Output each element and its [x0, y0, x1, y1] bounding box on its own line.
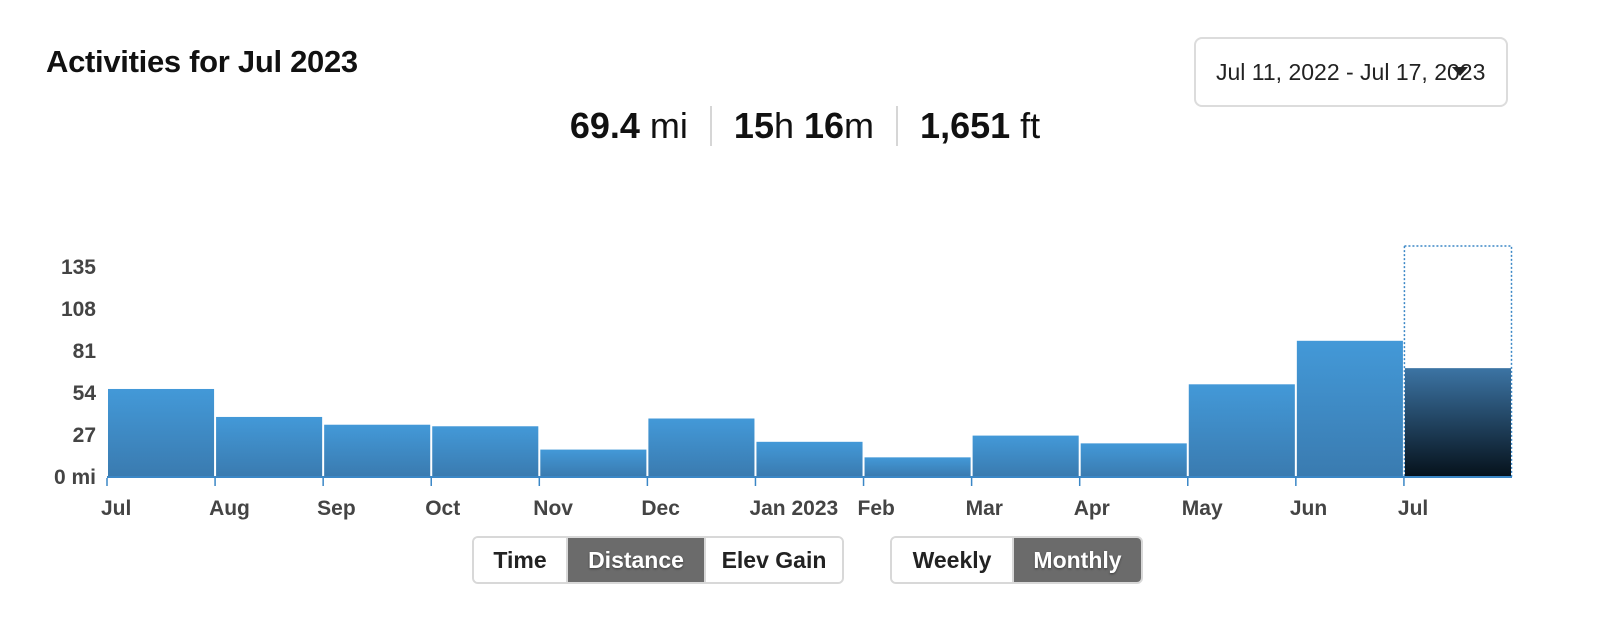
- bar: [648, 418, 755, 476]
- x-tick-label: Dec: [641, 497, 680, 520]
- metric-elev-gain-button[interactable]: Elev Gain: [706, 538, 842, 582]
- page-title: Activities for Jul 2023: [46, 44, 358, 79]
- bar: [1296, 340, 1403, 476]
- date-range-dropdown[interactable]: Jul 11, 2022 - Jul 17, 2023: [1194, 37, 1508, 107]
- bar: [216, 416, 323, 476]
- bar: [756, 441, 863, 476]
- bar: [1080, 443, 1187, 476]
- selected-bar: [1404, 368, 1511, 476]
- elevation-value: 1,651: [920, 105, 1011, 146]
- bar: [324, 424, 431, 476]
- elevation-stat: 1,651 ft: [898, 100, 1062, 152]
- x-tick-label: Mar: [966, 497, 1003, 520]
- metric-time-button[interactable]: Time: [474, 538, 568, 582]
- bar: [432, 426, 539, 476]
- time-stat: 15h 16m: [712, 100, 896, 152]
- bar: [864, 457, 971, 476]
- time-hours-unit: h: [773, 105, 804, 146]
- distance-stat: 69.4 mi: [548, 100, 710, 152]
- y-tick-label: 0 mi: [54, 466, 96, 489]
- time-minutes: 16: [804, 105, 845, 146]
- distance-unit: mi: [639, 105, 688, 146]
- elevation-unit: ft: [1010, 105, 1041, 146]
- bar: [540, 449, 647, 476]
- stat-divider: [896, 106, 899, 146]
- bar: [1188, 384, 1295, 476]
- stat-divider: [709, 106, 712, 146]
- x-tick-label: Sep: [317, 497, 356, 520]
- x-tick-label: Nov: [533, 497, 573, 520]
- y-tick-label: 135: [61, 256, 96, 279]
- x-tick-label: Oct: [425, 497, 460, 520]
- metric-distance-button[interactable]: Distance: [568, 538, 706, 582]
- distance-bar-chart: 0 mi 27 54 81 108 135 Jul Aug Sep Oct Nov Dec Jan 20…: [54, 245, 1513, 520]
- y-tick-label: 54: [73, 382, 97, 405]
- x-tick-label: Jul: [1398, 497, 1428, 520]
- x-tick-label: Feb: [858, 497, 895, 520]
- y-tick-label: 27: [73, 424, 96, 447]
- y-tick-label: 108: [61, 298, 96, 321]
- period-toggle: Weekly Monthly: [890, 536, 1143, 584]
- time-hours: 15: [733, 105, 774, 146]
- chevron-down-icon: [1452, 67, 1468, 76]
- time-minutes-unit: m: [844, 105, 875, 146]
- bar: [972, 435, 1079, 476]
- summary-stats: 69.4 mi 15h 16m 1,651 ft: [0, 100, 1610, 152]
- metric-toggle: Time Distance Elev Gain: [472, 536, 844, 584]
- y-tick-label: 81: [73, 340, 97, 363]
- date-range-label: Jul 11, 2022 - Jul 17, 2023: [1216, 58, 1486, 85]
- period-weekly-button[interactable]: Weekly: [892, 538, 1014, 582]
- period-monthly-button[interactable]: Monthly: [1014, 538, 1141, 582]
- x-tick-label: Aug: [209, 497, 250, 520]
- distance-value: 69.4: [569, 105, 640, 146]
- x-tick-label: Jan 2023: [749, 497, 838, 520]
- selected-period-outline: [1403, 245, 1513, 477]
- bar: [108, 388, 215, 476]
- x-tick-label: Apr: [1074, 497, 1110, 520]
- x-tick-label: May: [1182, 497, 1223, 520]
- x-tick-label: Jun: [1290, 497, 1327, 520]
- x-tick-label: Jul: [101, 497, 131, 520]
